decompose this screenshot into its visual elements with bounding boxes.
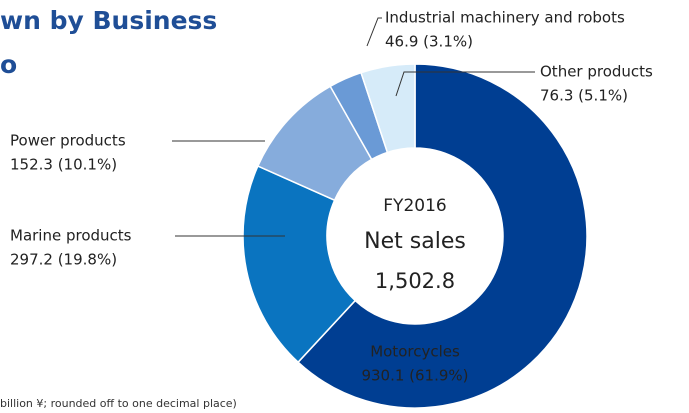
- chart-subtitle: o: [0, 50, 17, 79]
- leader-line: [366, 17, 382, 47]
- slice: [242, 165, 357, 364]
- value-label: 152.3 (10.1%): [10, 156, 117, 174]
- category-label: Industrial machinery and robots: [385, 9, 625, 27]
- chart-title: wn by Business: [0, 6, 217, 35]
- slice: [297, 63, 588, 409]
- slice: [360, 63, 416, 154]
- category-label: Other products: [540, 63, 653, 81]
- center-label: Net sales: [364, 229, 466, 254]
- footnote: billion ¥; rounded off to one decimal pl…: [0, 397, 237, 410]
- category-label: Motorcycles: [370, 343, 460, 361]
- center-label: FY2016: [383, 196, 446, 216]
- category-label: Power products: [10, 132, 126, 150]
- category-label: Marine products: [10, 227, 132, 245]
- value-label: 297.2 (19.8%): [10, 251, 117, 269]
- value-label: 76.3 (5.1%): [540, 87, 628, 105]
- value-label: 930.1 (61.9%): [361, 367, 468, 385]
- leader-line: [395, 71, 535, 97]
- value-label: 46.9 (3.1%): [385, 33, 473, 51]
- center-label: 1,502.8: [375, 269, 455, 293]
